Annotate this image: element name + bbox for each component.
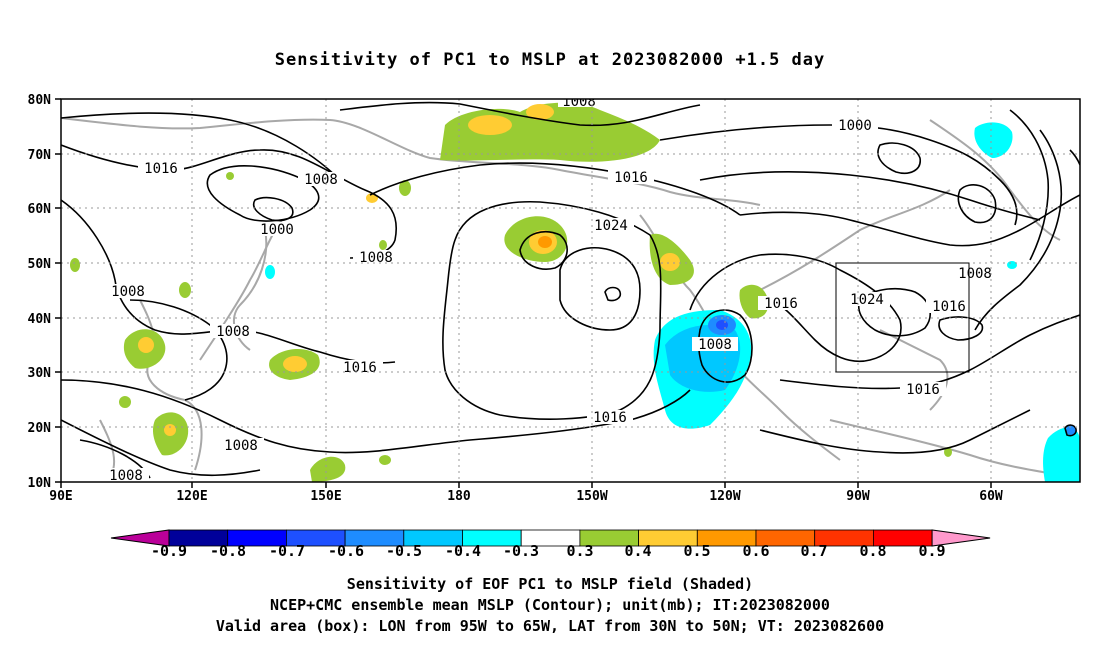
- caption-line: NCEP+CMC ensemble mean MSLP (Contour); u…: [270, 596, 830, 614]
- colorbar: [110, 529, 991, 547]
- contour-label: 1024: [850, 292, 884, 308]
- contour-label: 1000: [260, 222, 294, 238]
- colorbar-label: -0.3: [503, 542, 539, 560]
- contour-label: 1000: [838, 118, 872, 134]
- longitude-labels: 90E 120E 150E 180 150W 120W 90W 60W: [49, 489, 1003, 504]
- lat-label: 30N: [28, 366, 52, 381]
- contour-label: 1008: [109, 468, 143, 484]
- contour-label: 1016: [144, 161, 178, 177]
- contour-label: 1008: [304, 172, 338, 188]
- lon-label: 120W: [709, 489, 740, 504]
- caption-line: Valid area (box): LON from 95W to 65W, L…: [215, 617, 885, 635]
- graticule: [61, 99, 1080, 482]
- lon-label: 150W: [576, 489, 607, 504]
- colorbar-label: 0.3: [566, 542, 593, 560]
- lon-label: 90E: [49, 489, 72, 504]
- colorbar-label: -0.4: [445, 542, 481, 560]
- contour-label: 1016: [764, 296, 798, 312]
- map-frame: [60, 98, 1081, 483]
- colorbar-label: -0.8: [210, 542, 246, 560]
- contour-label: 1016: [614, 170, 648, 186]
- colorbar-label: 0.4: [624, 542, 651, 560]
- contour-label: 1016: [343, 360, 377, 376]
- sensitivity-shading: [70, 102, 1080, 482]
- contour-label: 1016: [906, 382, 940, 398]
- colorbar-label: -0.7: [269, 542, 305, 560]
- lat-label: 60N: [28, 202, 52, 217]
- contour-labels: 1008 1016 1008 1000 1008 1024 1016 1000 …: [103, 94, 998, 484]
- lat-label: 10N: [28, 476, 52, 491]
- contour-label: 1008: [359, 250, 393, 266]
- colorbar-label: -0.9: [151, 542, 187, 560]
- axis-ticks: [55, 98, 992, 488]
- colorbar-label: 0.6: [742, 542, 769, 560]
- lon-label: 90W: [846, 489, 870, 504]
- contour-label: 1008: [958, 266, 992, 282]
- lat-label: 20N: [28, 421, 52, 436]
- contour-label: 1008: [698, 337, 732, 353]
- colorbar-label: 0.9: [918, 542, 945, 560]
- map-title: Sensitivity of PC1 to MSLP at 2023082000…: [274, 50, 826, 70]
- lat-label: 70N: [28, 148, 52, 163]
- colorbar-label: 0.5: [683, 542, 710, 560]
- lon-label: 60W: [979, 489, 1003, 504]
- colorbar-high-arrow: [931, 529, 991, 547]
- lon-label: 120E: [176, 489, 207, 504]
- contour-label: 1008: [562, 94, 596, 110]
- lat-label: 50N: [28, 257, 52, 272]
- contour-label: 1008: [111, 284, 145, 300]
- contour-label: 1016: [932, 299, 966, 315]
- colorbar-labels: -0.9 -0.8 -0.7 -0.6 -0.5 -0.4 -0.3 0.3 0…: [151, 542, 946, 560]
- colorbar-label: 0.8: [859, 542, 886, 560]
- colorbar-label: -0.5: [386, 542, 422, 560]
- colorbar-label: 0.7: [800, 542, 827, 560]
- contour-label: 1008: [224, 438, 258, 454]
- contour-label: 1008: [216, 324, 250, 340]
- footer-caption: Sensitivity of EOF PC1 to MSLP field (Sh…: [0, 574, 1100, 637]
- lat-label: 80N: [28, 93, 52, 108]
- contour-label: 1024: [594, 218, 628, 234]
- lon-label: 150E: [310, 489, 341, 504]
- colorbar-label: -0.6: [328, 542, 364, 560]
- plot-area: 1008 1016 1008 1000 1008 1024 1016 1000 …: [61, 94, 1080, 484]
- contour-label: 1016: [593, 410, 627, 426]
- valid-area-box: [835, 262, 970, 373]
- lon-label: 180: [447, 489, 471, 504]
- latitude-labels: 80N 70N 60N 50N 40N 30N 20N 10N: [28, 93, 52, 491]
- caption-line: Sensitivity of EOF PC1 to MSLP field (Sh…: [346, 575, 754, 593]
- lat-label: 40N: [28, 312, 52, 327]
